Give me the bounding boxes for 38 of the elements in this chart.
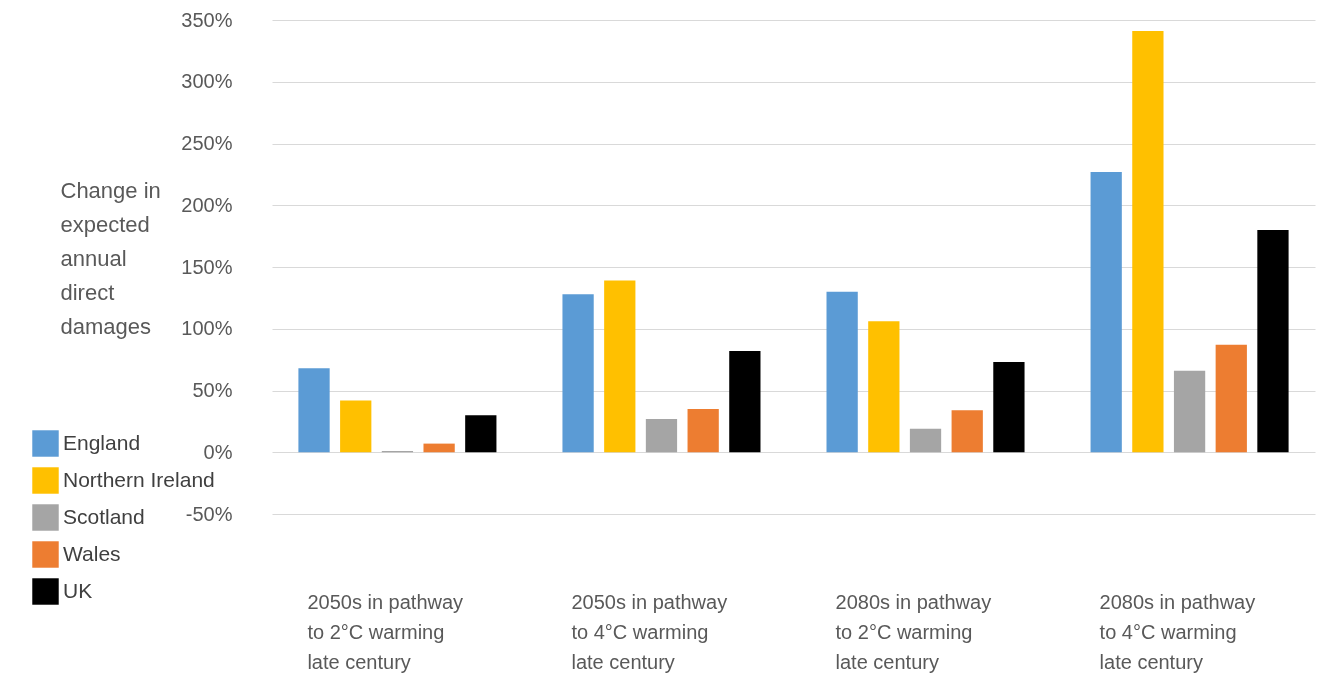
y-axis-title: Change in expected annual direct damages [60, 177, 161, 339]
bar [687, 409, 719, 453]
bar [1173, 370, 1206, 453]
bar [993, 362, 1025, 453]
legend-label: Northern Ireland [63, 467, 215, 491]
bar [1215, 344, 1247, 453]
x-tick-label: 2080s in pathway to 4°C warming late century [1099, 590, 1256, 673]
y-tick-label: 50% [192, 379, 233, 401]
legend-label: UK [63, 578, 93, 602]
bar [562, 294, 594, 453]
bar [1257, 229, 1289, 453]
bar [645, 418, 678, 453]
bar [826, 291, 858, 453]
y-tick-label: 100% [181, 317, 233, 340]
x-tick-label: 2050s in pathway to 2°C warming late century [307, 590, 464, 673]
bar [1132, 31, 1164, 453]
legend-label: Scotland [63, 504, 145, 528]
y-tick-label: 150% [181, 255, 233, 278]
bar [868, 321, 900, 453]
bar [951, 410, 983, 453]
bar [604, 280, 636, 453]
y-tick-label: 300% [181, 70, 233, 93]
x-tick-label: 2050s in pathway to 4°C warming late century [571, 590, 728, 673]
y-tick-label: 0% [203, 440, 233, 463]
bar [423, 443, 455, 453]
y-tick-label: 250% [181, 132, 233, 154]
legend-label: Wales [63, 541, 121, 565]
bar [298, 368, 330, 453]
bar [340, 400, 372, 453]
bar [909, 428, 942, 453]
bar [729, 350, 761, 453]
y-tick-label: 350% [181, 8, 233, 31]
legend-label: England [63, 430, 141, 454]
x-tick-label: 2080s in pathway to 2°C warming late century [835, 590, 992, 673]
bar [1090, 171, 1122, 453]
y-tick-label: 200% [181, 193, 233, 216]
y-tick-label: -50% [185, 502, 233, 525]
bar [465, 415, 497, 453]
